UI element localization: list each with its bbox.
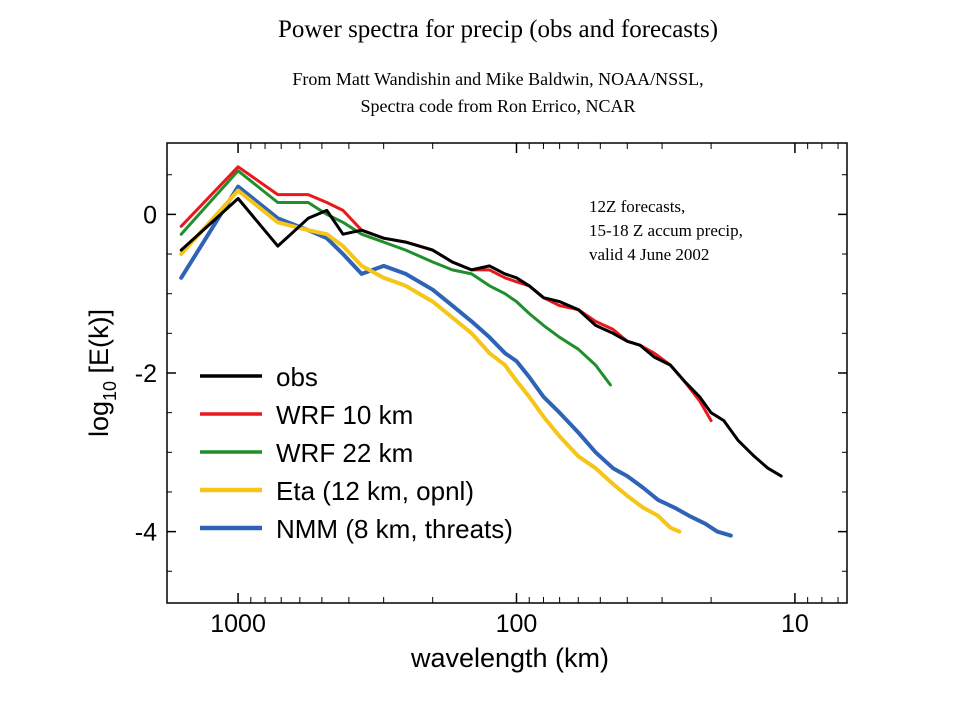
legend: obs WRF 10 km WRF 22 km Eta (12 km, opnl) NM… xyxy=(200,362,513,544)
series-line-obs xyxy=(179,197,783,478)
series-layer xyxy=(179,165,783,538)
series-line-nmm-8-km-threats xyxy=(179,184,733,538)
subtitle-line-2: Spectra code from Ron Errico, NCAR xyxy=(360,96,636,116)
y-tick-label: -2 xyxy=(135,360,157,388)
legend-label: WRF 22 km xyxy=(276,438,413,468)
x-axis: 1000 100 10 xyxy=(210,143,839,638)
series-line-eta-12-km-opnl xyxy=(179,188,682,534)
page-subtitle: From Matt Wandishin and Mike Baldwin, NO… xyxy=(0,66,960,120)
legend-label: WRF 10 km xyxy=(276,400,413,430)
y-tick-label: 0 xyxy=(143,201,157,229)
x-axis-label: wavelength (km) xyxy=(410,643,609,673)
legend-label: NMM (8 km, threats) xyxy=(276,514,513,544)
series-line-wrf-22-km xyxy=(179,169,612,387)
x-tick-label: 10 xyxy=(781,610,809,638)
forecast-annotation: 12Z forecasts, 15-18 Z accum precip, val… xyxy=(589,195,743,267)
annotation-line-1: 12Z forecasts, xyxy=(589,197,686,216)
annotation-line-2: 15-18 Z accum precip, xyxy=(589,221,743,240)
y-axis: 0 -2 -4 xyxy=(135,174,847,572)
y-tick-label: -4 xyxy=(135,519,157,547)
subtitle-line-1: From Matt Wandishin and Mike Baldwin, NO… xyxy=(292,69,704,89)
x-tick-label: 100 xyxy=(496,610,538,638)
y-axis-label: log10 [E(k)] xyxy=(84,309,120,437)
legend-label: obs xyxy=(276,362,318,392)
legend-label: Eta (12 km, opnl) xyxy=(276,476,474,506)
annotation-line-3: valid 4 June 2002 xyxy=(589,245,710,264)
page-title: Power spectra for precip (obs and foreca… xyxy=(277,16,719,43)
x-tick-label: 1000 xyxy=(210,610,266,638)
